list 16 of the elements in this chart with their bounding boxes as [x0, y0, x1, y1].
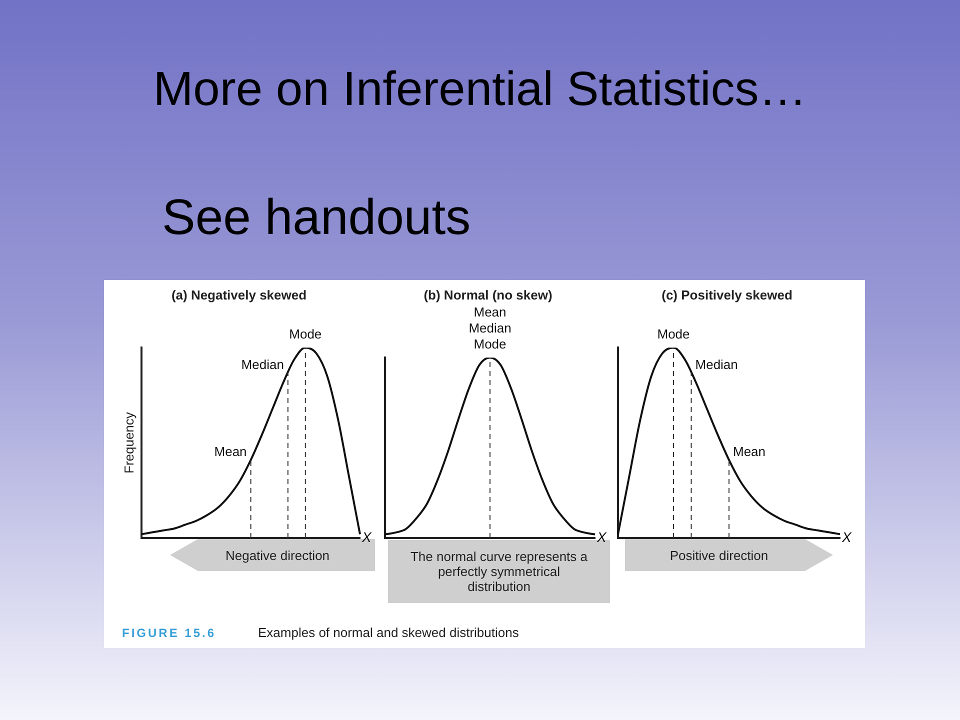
text: Mode [657, 326, 690, 342]
x-axis-title: X [841, 528, 852, 545]
annotation: Mean [733, 444, 766, 460]
chart-title: (c) Positively skewed [662, 287, 792, 302]
annotation: Mean [214, 444, 247, 460]
text: Mean Median Mode [468, 304, 512, 352]
caption: FIGURE 15.6 [122, 626, 216, 640]
text: More on Inferential Statistics… [152, 62, 808, 117]
annotation: Median [241, 356, 284, 372]
chart-title: (b) Normal (no skew) [424, 287, 552, 302]
text: See handouts [162, 188, 471, 246]
chart-title: (a) Negatively skewed [171, 287, 307, 302]
text: Mode [289, 326, 322, 342]
annotation: Median [695, 356, 738, 372]
y-axis-title: Frequency [121, 412, 136, 474]
text: Examples of normal and skewed distributions [258, 625, 519, 640]
